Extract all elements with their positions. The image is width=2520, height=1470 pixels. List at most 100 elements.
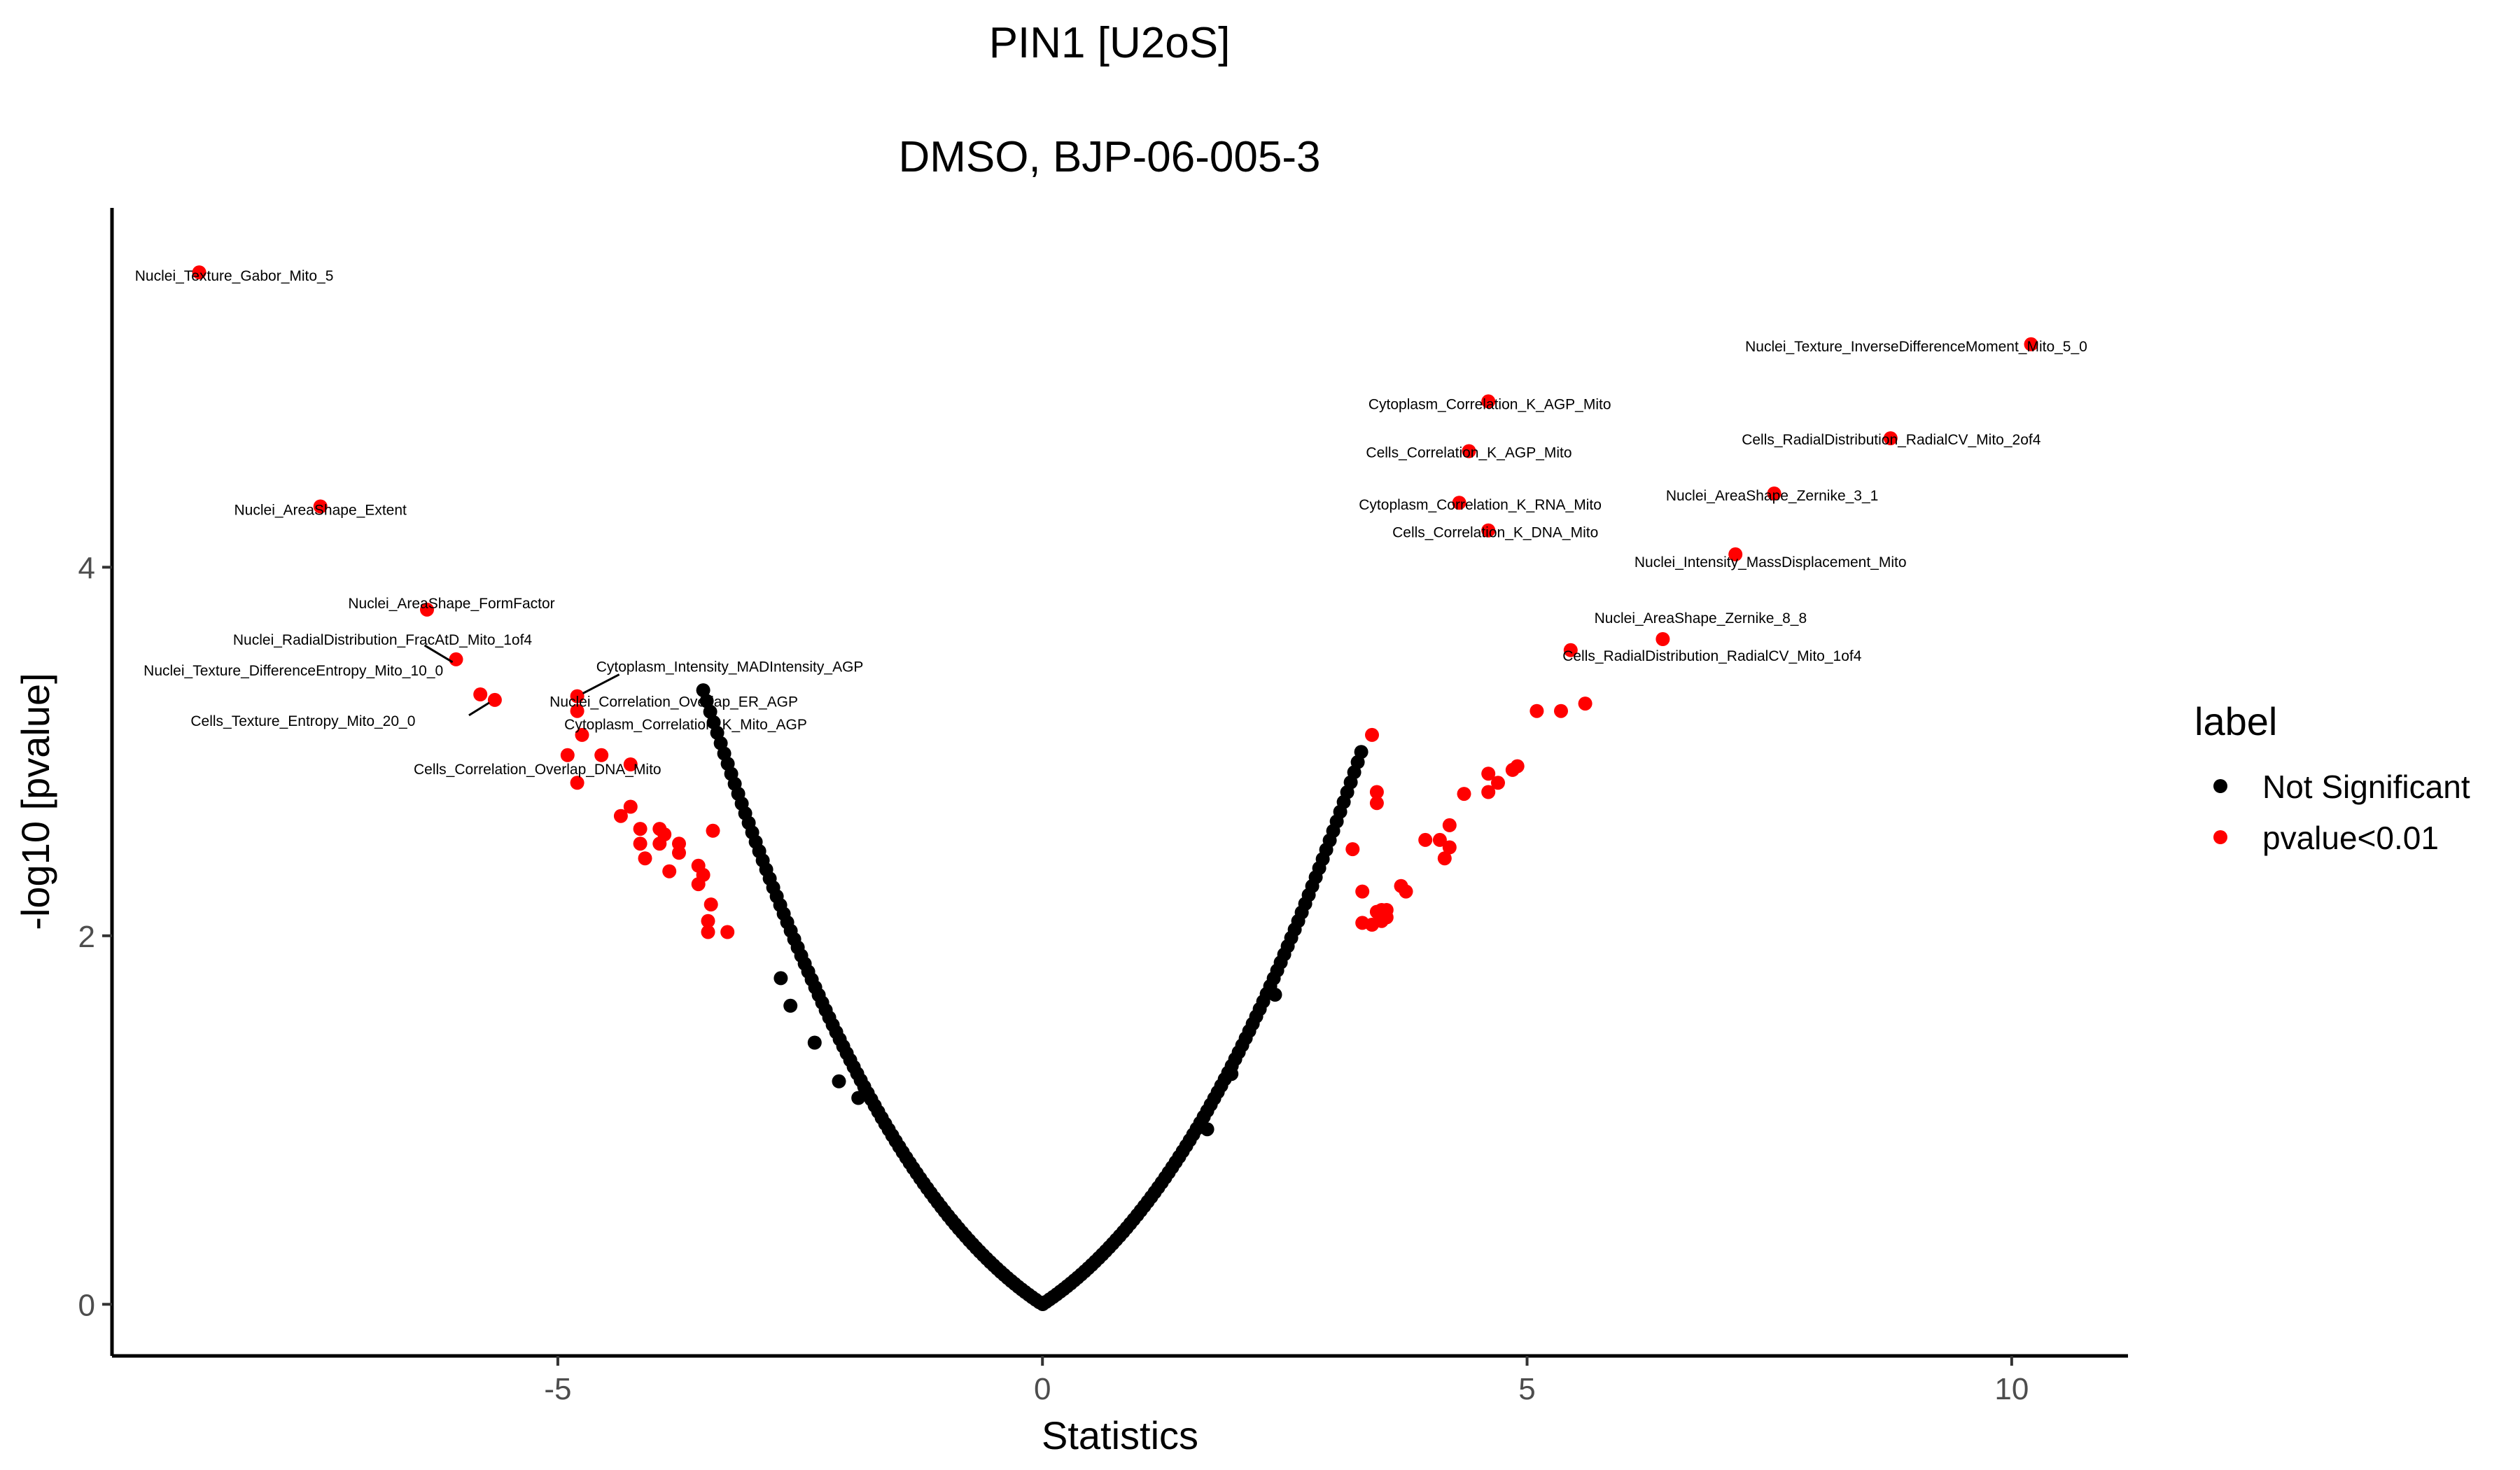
- data-point-significant: [1442, 840, 1457, 855]
- data-point-significant: [1418, 832, 1433, 847]
- data-point-significant: [1481, 785, 1496, 799]
- data-point-significant: [2024, 337, 2038, 351]
- plot-area: Nuclei_Texture_Gabor_Mito_5 Nuclei_AreaSh…: [135, 265, 2087, 1311]
- legend-marker-not-significant: [2213, 779, 2227, 793]
- data-point-significant: [1728, 547, 1743, 561]
- y-axis-label: -log10 [pvalue]: [13, 673, 57, 930]
- data-point-significant: [1355, 884, 1370, 899]
- data-point-significant: [1462, 444, 1476, 458]
- annotation-label: Cells_Correlation_Overlap_DNA_Mito: [414, 762, 662, 778]
- legend-title: label: [2194, 699, 2277, 743]
- data-point: [696, 683, 710, 698]
- annotation-label: Nuclei_Texture_DifferenceEntropy_Mito_10…: [144, 663, 443, 679]
- annotation-leader-lines: [424, 644, 620, 717]
- annotation-label: Nuclei_AreaShape_Zernike_8_8: [1595, 610, 1807, 626]
- chart-subtitle: DMSO, BJP-06-005-3: [899, 133, 1321, 181]
- x-axis-ticks: -5 0 5 10: [544, 1356, 2029, 1406]
- data-point-significant: [706, 823, 720, 838]
- data-point-significant: [1481, 766, 1496, 781]
- data-point-significant: [1481, 394, 1496, 409]
- annotation-label: Nuclei_Intensity_MassDisplacement_Mito: [1634, 554, 1907, 570]
- data-point-significant: [560, 748, 575, 762]
- annotation-label: Cells_Correlation_K_AGP_Mito: [1366, 445, 1572, 461]
- annotation-label: Nuclei_Texture_InverseDifferenceMoment_M…: [1745, 339, 2087, 355]
- data-point-significant: [575, 727, 589, 742]
- annotation-leader: [468, 701, 490, 717]
- data-point-significant: [652, 836, 667, 851]
- data-point: [851, 1091, 866, 1105]
- x-axis-label: Statistics: [1042, 1413, 1198, 1457]
- data-point-significant: [633, 822, 648, 836]
- data-point-significant: [449, 652, 463, 666]
- data-point-significant: [1883, 431, 1898, 446]
- x-tick-label: 10: [1994, 1372, 2029, 1406]
- data-point-significant: [1437, 851, 1452, 866]
- data-point-significant: [1442, 818, 1457, 832]
- not-significant-points: [696, 683, 1368, 1311]
- data-point-significant: [1491, 776, 1505, 790]
- data-point-significant: [1563, 643, 1578, 657]
- data-point-significant: [420, 602, 434, 617]
- legend: label Not Significant pvalue<0.01: [2194, 699, 2470, 856]
- annotation-labels: Nuclei_Texture_Gabor_Mito_5 Nuclei_AreaSh…: [135, 268, 2087, 778]
- data-point-significant: [192, 265, 206, 280]
- x-tick-label: -5: [544, 1372, 571, 1406]
- annotation-label: Cells_Correlation_K_DNA_Mito: [1392, 525, 1598, 541]
- legend-label-significant: pvalue<0.01: [2262, 820, 2439, 856]
- data-point-significant: [1554, 704, 1568, 718]
- data-point: [1224, 1067, 1239, 1082]
- annotation-label: Cytoplasm_Correlation_K_Mito_AGP: [564, 717, 807, 733]
- data-point: [1268, 988, 1282, 1002]
- data-point-significant: [1578, 696, 1592, 711]
- data-point-significant: [1457, 787, 1471, 802]
- data-point-significant: [1345, 842, 1360, 857]
- data-point-significant: [704, 897, 718, 912]
- data-point-significant: [570, 776, 584, 790]
- chart-title: PIN1 [U2oS]: [989, 19, 1231, 67]
- data-point-significant: [473, 687, 488, 701]
- data-point: [807, 1035, 822, 1050]
- data-point: [774, 971, 788, 986]
- y-tick-label: 2: [78, 920, 95, 954]
- y-tick-label: 4: [78, 551, 95, 585]
- data-point-significant: [1432, 832, 1447, 847]
- annotation-label: Nuclei_AreaShape_FormFactor: [348, 596, 554, 612]
- annotation-label: Nuclei_AreaShape_Extent: [234, 503, 407, 519]
- data-point-significant: [672, 846, 686, 860]
- legend-marker-significant: [2213, 830, 2227, 844]
- y-tick-label: 0: [78, 1288, 95, 1322]
- data-point-significant: [1365, 918, 1379, 932]
- data-point-significant: [662, 864, 677, 878]
- data-point-significant: [701, 913, 715, 928]
- data-point-significant: [1481, 523, 1496, 538]
- data-point-significant: [1452, 496, 1466, 510]
- annotation-label: Cytoplasm_Correlation_K_RNA_Mito: [1359, 497, 1602, 513]
- data-point: [1354, 745, 1368, 760]
- annotation-label: Nuclei_RadialDistribution_FracAtD_Mito_1…: [233, 632, 533, 648]
- data-point-significant: [613, 808, 628, 823]
- data-point-significant: [691, 877, 706, 892]
- data-point-significant: [1365, 727, 1379, 742]
- data-point: [703, 704, 718, 719]
- annotation-label: Nuclei_Correlation_Overlap_ER_AGP: [550, 694, 798, 710]
- annotation-label: Cytoplasm_Correlation_K_AGP_Mito: [1368, 396, 1611, 412]
- data-point-significant: [633, 836, 648, 851]
- x-tick-label: 5: [1518, 1372, 1535, 1406]
- data-point-significant: [1369, 796, 1384, 811]
- annotation-label: Nuclei_Texture_Gabor_Mito_5: [135, 268, 334, 284]
- x-tick-label: 0: [1034, 1372, 1051, 1406]
- y-axis-ticks: 0 2 4: [78, 551, 112, 1322]
- data-point: [1200, 1122, 1214, 1137]
- annotation-label: Cells_RadialDistribution_RadialCV_Mito_1…: [1562, 648, 1862, 664]
- legend-label-not-significant: Not Significant: [2262, 769, 2470, 805]
- annotation-label: Cytoplasm_Intensity_MADIntensity_AGP: [596, 659, 864, 676]
- data-point-significant: [638, 851, 652, 866]
- annotation-label: Nuclei_AreaShape_Zernike_3_1: [1666, 488, 1879, 504]
- annotation-label: Cells_RadialDistribution_RadialCV_Mito_2…: [1742, 432, 2041, 448]
- annotation-leader: [582, 673, 620, 694]
- data-point-significant: [313, 499, 328, 514]
- data-point-significant: [1369, 785, 1384, 799]
- data-point-significant: [1530, 704, 1544, 718]
- data-point-significant: [701, 925, 715, 939]
